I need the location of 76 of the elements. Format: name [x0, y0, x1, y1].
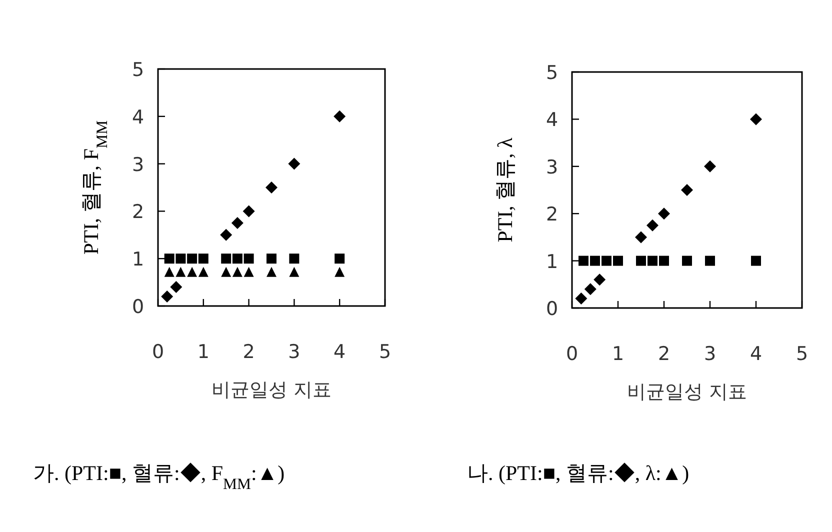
point — [176, 266, 186, 277]
x-tick-label: 0 — [152, 341, 164, 363]
point — [164, 254, 174, 264]
point — [750, 113, 762, 126]
point — [681, 184, 693, 196]
x-tick-label: 5 — [378, 341, 392, 363]
point — [232, 254, 242, 264]
point — [242, 205, 255, 218]
point — [288, 158, 300, 170]
y-tick-label: 3 — [546, 156, 558, 178]
point — [176, 254, 186, 264]
point — [584, 283, 596, 296]
point — [231, 217, 244, 230]
x-tick-label: 2 — [658, 343, 670, 365]
point — [220, 228, 232, 241]
x-tick-label: 0 — [566, 343, 578, 365]
x-tick-label: 2 — [242, 341, 255, 363]
x-tick-label: 1 — [197, 341, 210, 363]
x-tick-label: 4 — [334, 341, 346, 363]
y-tick-label: 0 — [546, 298, 558, 320]
point — [221, 266, 232, 277]
point — [334, 110, 346, 122]
point — [187, 266, 198, 277]
point — [198, 254, 208, 264]
point — [161, 290, 174, 303]
point — [682, 256, 692, 266]
point — [266, 266, 276, 277]
point — [636, 256, 646, 266]
point — [187, 254, 198, 264]
point — [594, 274, 606, 286]
point — [289, 266, 300, 277]
text: 가. (PTI:■, 혈류:◆, F$_{MM}$:▲) — [33, 461, 285, 492]
y-tick-label: 0 — [132, 296, 144, 318]
point — [590, 256, 600, 266]
y-axis-title: PTI, 혈류, λ — [493, 136, 517, 242]
y-tick-label: 2 — [546, 204, 558, 226]
y-tick-label: 1 — [132, 248, 144, 271]
point — [648, 256, 658, 266]
point — [613, 256, 623, 266]
point — [646, 219, 658, 232]
point — [164, 266, 174, 277]
y-tick-label: 2 — [132, 201, 144, 224]
x-tick-label: 4 — [750, 343, 762, 365]
point — [575, 292, 588, 305]
point — [170, 281, 182, 294]
point — [635, 231, 647, 244]
y-tick-label: 4 — [132, 106, 144, 128]
x-tick-label: 3 — [288, 341, 300, 363]
x-tick-label: 5 — [796, 343, 808, 365]
point — [705, 256, 715, 266]
point — [266, 254, 276, 264]
point — [602, 256, 612, 266]
point — [704, 160, 716, 172]
point — [266, 182, 278, 194]
point — [198, 266, 208, 277]
point — [244, 266, 254, 277]
point — [751, 256, 761, 266]
point — [334, 266, 345, 277]
text: 나. (PTI:■, 혈류:◆, λ:▲) — [467, 461, 690, 485]
y-tick-label: 5 — [132, 59, 144, 81]
point — [232, 266, 242, 277]
x-tick-label: 3 — [704, 343, 716, 365]
point — [578, 256, 588, 266]
point — [221, 254, 232, 264]
y-tick-label: 1 — [546, 250, 558, 273]
point — [659, 256, 669, 266]
point — [244, 254, 254, 264]
x-tick-label: 1 — [612, 343, 624, 365]
y-tick-label: 3 — [132, 154, 144, 176]
point — [289, 254, 300, 264]
y-tick-label: 4 — [546, 109, 558, 132]
x-axis-title: 비균일성 지표 — [626, 381, 748, 403]
x-axis-title: 비균일성 지표 — [211, 379, 332, 401]
point — [658, 208, 670, 220]
y-tick-label: 5 — [546, 62, 558, 84]
point — [334, 254, 345, 264]
